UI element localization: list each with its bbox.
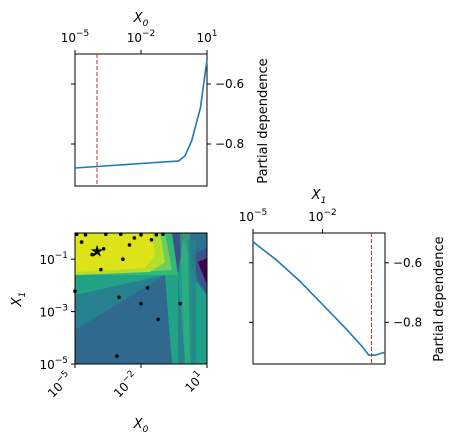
sample-point [178, 301, 182, 306]
pd-x1-xlabel: X1 [311, 188, 327, 206]
x-tick-label: 101 [181, 369, 207, 395]
pd-x1-line [252, 241, 386, 356]
x-tick-label: 10−2 [110, 369, 142, 401]
contour-ylabel: X1 [10, 292, 28, 308]
pd-x0-line [74, 59, 208, 169]
pd-x1-ylabel: Partial dependence [432, 236, 447, 361]
contour-fill [75, 233, 207, 364]
x-tick-label: 10−5 [61, 29, 90, 45]
pd-x0-y-ticks: −0.6 −0.8 [71, 77, 244, 151]
pd-x1-frame [252, 232, 386, 365]
contour-best-point: ★ [90, 241, 104, 260]
sample-point [99, 267, 103, 272]
x-tick-label: 101 [196, 29, 217, 45]
sample-point [79, 240, 84, 244]
sample-point [139, 301, 143, 306]
sample-point [149, 238, 154, 242]
x-tick-label: 10−5 [44, 369, 76, 401]
y-tick-label: 10−3 [39, 304, 68, 320]
y-tick-label: −0.8 [393, 315, 422, 329]
x-tick-label: 10−5 [239, 208, 268, 224]
sample-point [127, 243, 132, 247]
x-tick-label: 10−2 [308, 208, 337, 224]
sample-point [154, 233, 159, 237]
contour-panel: ★ 10−5 10−2 101 10−1 10−3 10−5 X0 X1 [10, 232, 208, 435]
pd-x0-panel: 10−5 10−2 101 −0.6 −0.8 X0 Partial dependen… [61, 11, 271, 187]
sample-point [156, 317, 160, 322]
pd-x1-y-ticks: −0.6 −0.8 [249, 256, 422, 329]
pd-x1-panel: 10−5 10−2 −0.6 −0.8 X1 Partial dependence [239, 188, 447, 365]
contour-xlabel: X0 [133, 417, 149, 435]
y-tick-label: −0.6 [393, 256, 422, 270]
y-tick-label: 10−1 [39, 251, 68, 267]
pd-x0-x-ticks: 10−5 10−2 101 [61, 29, 218, 54]
sample-point [90, 252, 94, 257]
pd-x1-x-ticks: 10−5 10−2 [239, 208, 337, 233]
y-tick-label: −0.8 [215, 137, 244, 151]
sample-point [121, 257, 125, 262]
sample-point [132, 236, 137, 240]
sample-point [101, 247, 106, 251]
sample-point [117, 295, 121, 300]
y-tick-label: −0.6 [215, 77, 244, 91]
sample-point [115, 354, 119, 358]
sample-point [139, 233, 143, 237]
x-tick-label: 10−2 [127, 29, 156, 45]
y-tick-label: 10−5 [39, 356, 68, 372]
sample-point [145, 286, 150, 290]
pd-x0-xlabel: X0 [133, 11, 149, 29]
contour-x-ticks: 10−5 10−2 101 [44, 364, 208, 401]
contour-y-ticks: 10−1 10−3 10−5 [39, 251, 75, 372]
sample-point [83, 233, 88, 237]
pd-x0-ylabel: Partial dependence [256, 58, 271, 183]
